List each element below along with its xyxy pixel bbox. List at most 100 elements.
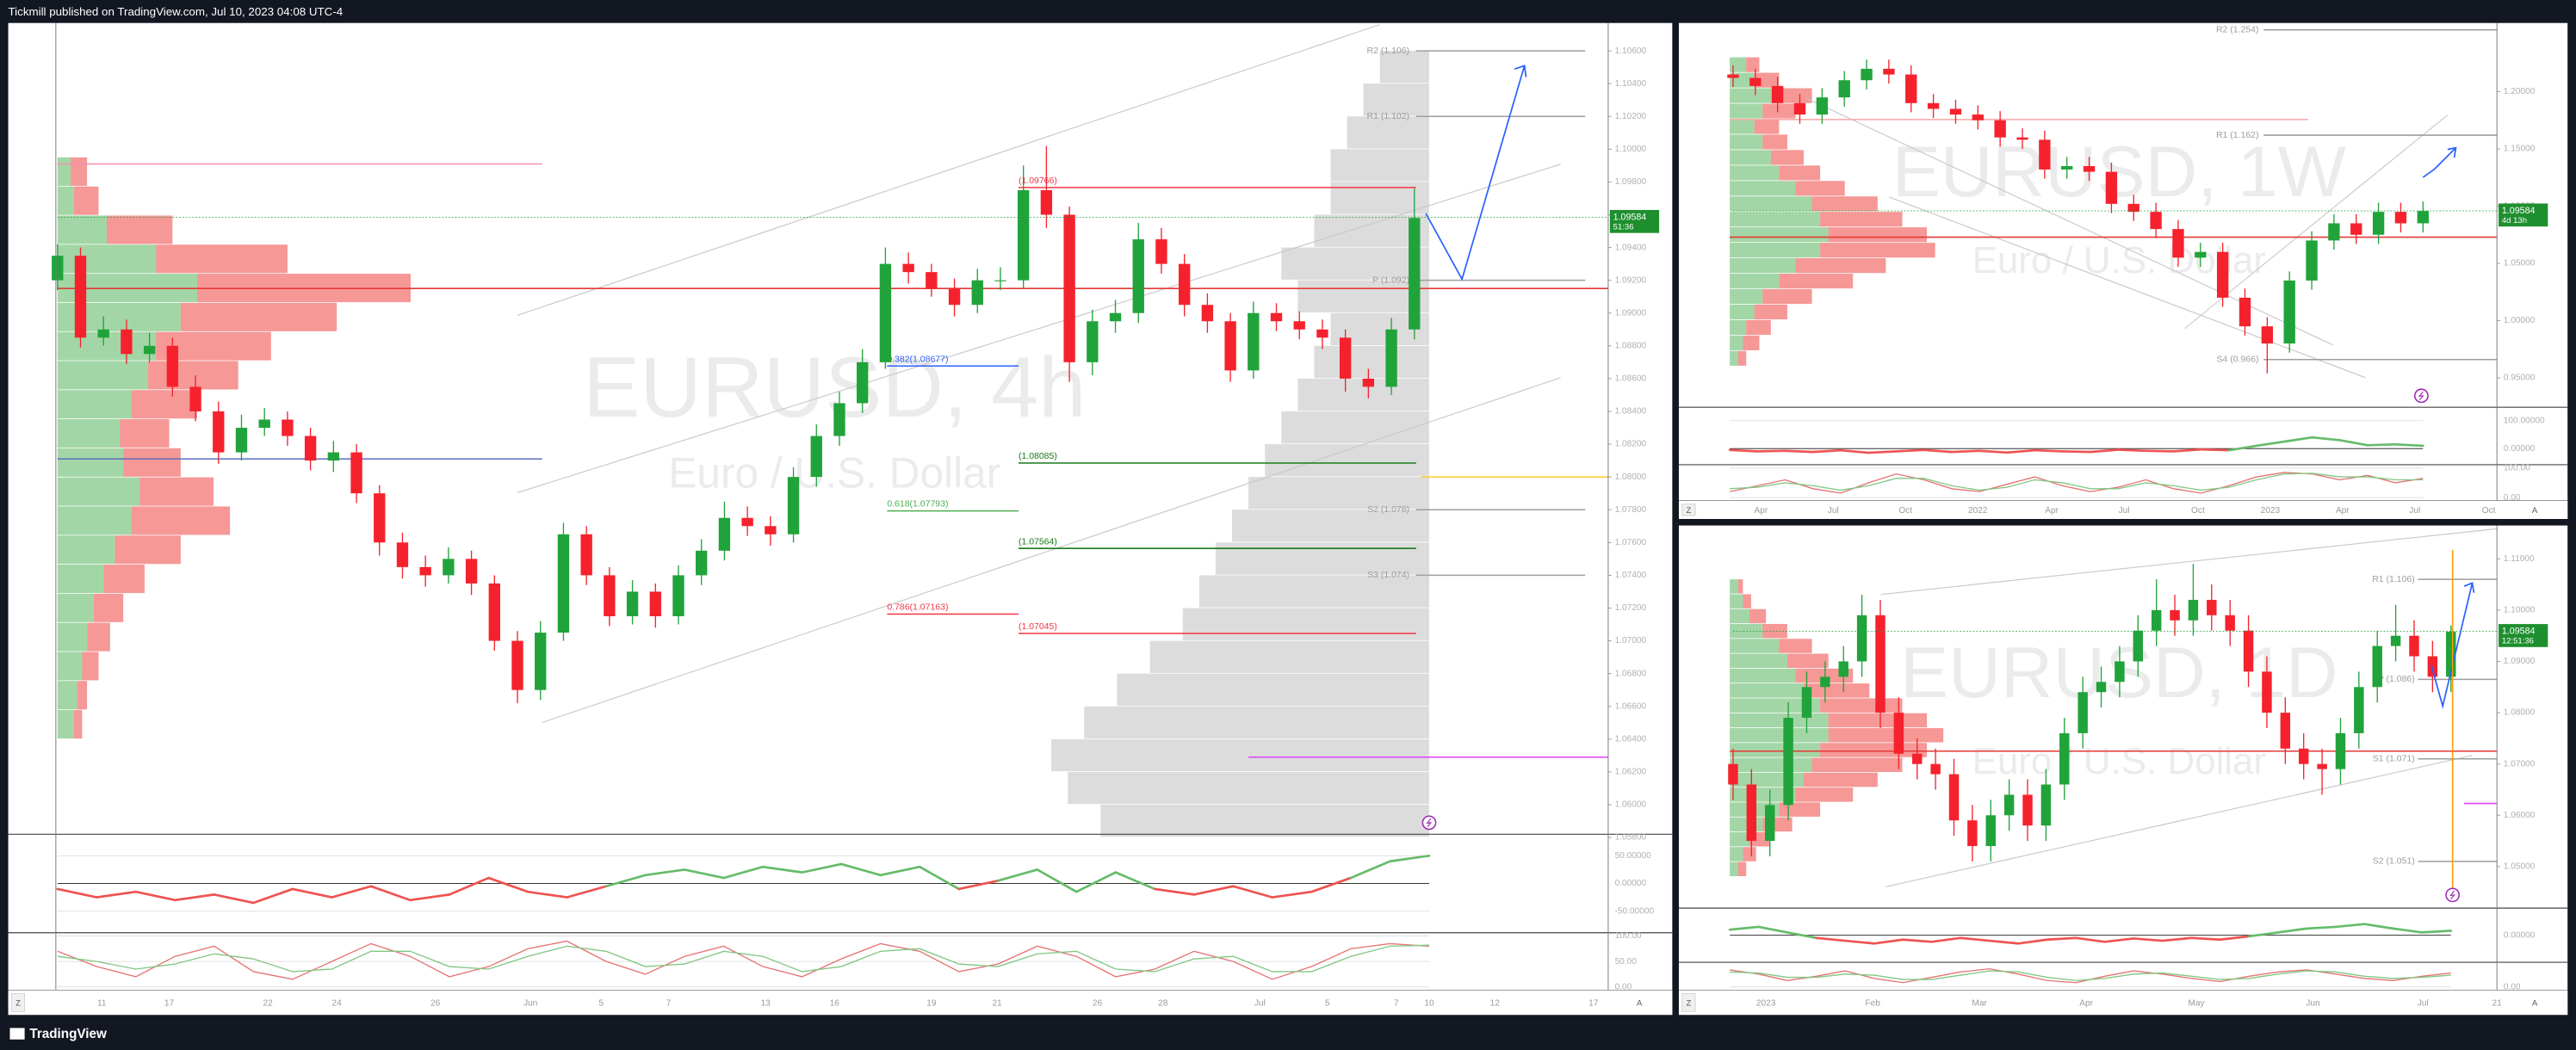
osc-segment <box>487 876 529 893</box>
profile-down-bar <box>131 390 197 419</box>
stoch-tick-label: 0.00 <box>2504 493 2521 503</box>
volume-profile-bar <box>1363 83 1429 116</box>
profile-down-bar <box>93 593 124 622</box>
profile-up-bar <box>1730 350 1738 366</box>
y-tick-label: 1.07800 <box>1615 505 1647 515</box>
profile-down-bar <box>147 361 238 390</box>
level-label: 0.618(1.07793) <box>887 500 948 510</box>
y-tick-label: 1.20000 <box>2504 87 2536 96</box>
candle-body <box>2280 713 2291 749</box>
auto-scale-label: A <box>2532 998 2538 1008</box>
y-tick-label: 1.08800 <box>1615 342 1647 351</box>
profile-down-bar <box>1737 579 1743 594</box>
stoch-tick-label: 0.00 <box>1615 982 1632 991</box>
candle-body <box>2409 635 2419 657</box>
last-price-box <box>2499 203 2548 227</box>
candle-body <box>488 583 500 641</box>
profile-down-bar <box>120 419 170 448</box>
y-tick-label: 1.09400 <box>1615 243 1647 252</box>
candle-body <box>1905 74 1917 103</box>
candle-body <box>810 435 822 478</box>
candle-body <box>1985 815 1996 847</box>
osc-segment <box>2334 923 2366 929</box>
osc-segment <box>2219 935 2251 942</box>
candle-body <box>1293 321 1305 330</box>
profile-up-bar <box>57 215 108 244</box>
osc-tick-label: 0.00000 <box>2504 930 2536 940</box>
candle-body <box>1856 615 1867 662</box>
candle-body <box>926 272 938 289</box>
candle-body <box>1927 102 1940 109</box>
volume-profile-bar <box>1149 640 1429 673</box>
candle-body <box>74 256 87 338</box>
candle-body <box>2059 732 2070 785</box>
candle-body <box>2317 763 2327 769</box>
time-label: Jul <box>1828 506 1839 516</box>
stoch-line <box>57 940 1430 980</box>
zoom-button[interactable] <box>1681 503 1696 516</box>
osc-segment <box>604 874 647 888</box>
profile-down-bar <box>1828 727 1944 743</box>
candle-body <box>833 403 845 436</box>
y-tick-label: 1.10000 <box>1615 145 1647 154</box>
profile-up-bar <box>1730 743 1821 757</box>
profile-down-bar <box>1811 196 1878 212</box>
y-tick-label: 1.05000 <box>2504 259 2536 269</box>
osc-segment <box>95 890 138 899</box>
level-label: R1 (1.106) <box>2372 575 2415 584</box>
y-tick-label: 1.07000 <box>1615 636 1647 645</box>
osc-segment <box>683 868 725 880</box>
candle-body <box>1783 718 1793 806</box>
candle-body <box>948 288 961 306</box>
profile-up-bar <box>57 535 115 565</box>
profile-up-bar <box>57 419 121 448</box>
osc-segment <box>2034 448 2064 453</box>
profile-up-bar <box>57 186 74 215</box>
candle-body <box>327 452 340 461</box>
candle-body <box>1883 68 1895 75</box>
osc-segment <box>1310 876 1353 893</box>
osc-segment <box>2189 936 2222 942</box>
time-label: Apr <box>1755 506 1768 516</box>
candle-body <box>1912 753 1923 764</box>
candle-body <box>2150 212 2162 230</box>
stoch-tick-label: 50.00 <box>1615 957 1638 967</box>
candle-body <box>1385 329 1397 387</box>
y-tick-label: 1.05800 <box>1615 833 1647 843</box>
zoom-button[interactable] <box>10 992 26 1012</box>
profile-down-bar <box>1803 683 1870 698</box>
candle-body <box>213 411 225 453</box>
candle-body <box>1972 114 1984 120</box>
candle-body <box>1409 218 1421 330</box>
profile-up-bar <box>1730 335 1743 350</box>
candle-body <box>1201 305 1214 322</box>
y-tick-label: 1.00000 <box>2504 316 2536 325</box>
osc-segment <box>1349 860 1391 880</box>
profile-down-bar <box>1743 594 1751 608</box>
candle-body <box>2216 251 2229 298</box>
last-price-label: 1.09584 <box>2502 206 2536 216</box>
profile-up-bar <box>1730 594 1743 608</box>
profile-down-bar <box>107 215 173 244</box>
volume-profile-bar <box>1068 771 1429 805</box>
osc-segment <box>1895 448 1925 453</box>
projection-arrow <box>2430 582 2475 709</box>
osc-tick-label: 0.00000 <box>1615 879 1647 888</box>
time-label: Jul <box>2119 506 2130 516</box>
candle-body <box>97 329 109 338</box>
candle-body <box>189 386 201 411</box>
osc-segment <box>1074 871 1118 893</box>
candle-body <box>1063 214 1075 362</box>
candle-body <box>2039 139 2051 170</box>
candle-body <box>1362 378 1375 387</box>
time-label: 21 <box>993 998 1003 1008</box>
candle-body <box>2261 326 2274 344</box>
profile-up-bar <box>1730 258 1796 274</box>
profile-down-bar <box>1737 862 1747 877</box>
time-label: 2023 <box>1756 998 1776 1008</box>
time-label: 5 <box>1325 998 1330 1008</box>
candle-body <box>2239 297 2251 327</box>
y-tick-label: 0.95000 <box>2504 374 2536 383</box>
zoom-button[interactable] <box>1681 992 1696 1012</box>
